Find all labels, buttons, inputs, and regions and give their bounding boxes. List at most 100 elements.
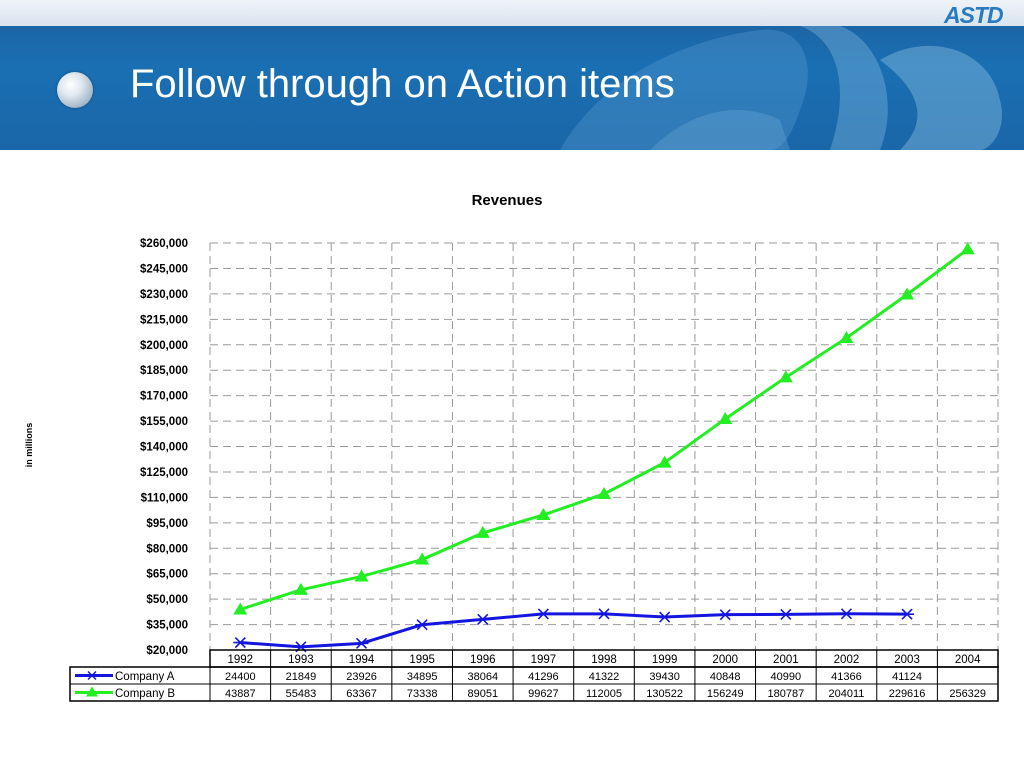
y-tick-label: $155,000 [140, 416, 188, 428]
data-table-cell: 41322 [589, 671, 620, 683]
data-table-cell: 21849 [286, 671, 317, 683]
data-point [475, 613, 490, 625]
data-point [778, 608, 793, 620]
legend-label: Company A [115, 671, 175, 683]
data-table-cell: 256329 [949, 688, 986, 700]
slide-header: Follow through on Action items ASTD [0, 0, 1024, 150]
data-table-cell: 41366 [831, 671, 862, 683]
x-tick-label: 1997 [531, 654, 557, 666]
y-tick-label: $185,000 [140, 365, 188, 377]
data-point-stroke [780, 608, 792, 620]
y-tick-label: $260,000 [140, 238, 188, 250]
y-tick-label: $140,000 [140, 442, 188, 454]
y-tick-label: $80,000 [146, 543, 188, 555]
data-point-stroke [355, 637, 368, 649]
legend-marker [86, 686, 98, 697]
series-line [240, 612, 908, 649]
data-point [778, 370, 793, 383]
y-tick-label: $20,000 [146, 645, 188, 657]
data-point [597, 486, 611, 499]
data-point [839, 608, 854, 620]
data-table-cell: 39430 [649, 671, 680, 683]
series-line [239, 248, 969, 611]
title-bullet-icon [57, 72, 93, 108]
data-point [536, 507, 551, 520]
data-point-stroke [840, 608, 853, 620]
data-point [718, 609, 733, 621]
x-tick-label: 1993 [288, 654, 314, 666]
x-tick-label: 2001 [773, 654, 799, 666]
astd-logo: ASTD [944, 2, 1004, 29]
data-table-cell: 34895 [407, 671, 438, 683]
data-point-stroke [598, 608, 610, 620]
data-point-stroke [537, 608, 549, 620]
data-table-cell: 99627 [528, 688, 559, 700]
data-table-cell: 156249 [707, 688, 744, 700]
data-table-cell: 112005 [586, 688, 622, 700]
data-point [475, 525, 490, 538]
x-tick-label: 1999 [652, 654, 678, 666]
y-tick-label: $230,000 [140, 289, 188, 301]
data-table-cell: 40848 [710, 671, 741, 683]
data-point-stroke [659, 611, 671, 623]
slide-title: Follow through on Action items [130, 62, 675, 106]
data-point [354, 637, 369, 649]
data-point [293, 582, 308, 595]
y-tick-label: $110,000 [141, 492, 188, 504]
y-tick-label: $50,000 [146, 594, 188, 606]
data-point [415, 552, 430, 565]
data-table-cell: 180787 [767, 688, 804, 700]
y-tick-label: $245,000 [140, 263, 188, 275]
data-point [597, 608, 611, 620]
data-table-cell: 73338 [407, 688, 438, 700]
data-table-cell: 38064 [467, 671, 498, 683]
data-point [657, 455, 672, 468]
revenue-chart: Revenues in millions $260,000 $245,000 $23… [24, 192, 999, 702]
data-point [718, 411, 733, 424]
data-table-cell: 24400 [225, 671, 256, 683]
data-table-cell: 43887 [225, 688, 256, 700]
data-point [415, 619, 430, 631]
data-table-cell: 40990 [771, 671, 802, 683]
legend-marker [86, 670, 98, 681]
legend-label: Company B [115, 688, 175, 700]
x-tick-label: 1998 [591, 654, 617, 666]
data-table-cell: 229616 [889, 688, 926, 700]
data-table-cell: 41296 [528, 671, 559, 683]
header-top-strip [0, 0, 1024, 26]
data-table-cell: 130522 [646, 688, 683, 700]
data-table-cell: 89051 [467, 688, 498, 700]
logo-text: ASTD [944, 2, 1004, 28]
data-table-cell: 63367 [346, 688, 377, 700]
x-tick-label: 1992 [228, 654, 254, 666]
y-tick-label: $125,000 [140, 467, 188, 479]
data-point [233, 602, 248, 615]
data-point [536, 608, 551, 620]
y-tick-label: $215,000 [140, 314, 188, 326]
x-tick-label: 2000 [712, 654, 738, 666]
header-hands-graphic [560, 26, 1002, 150]
x-tick-label: 2003 [894, 654, 920, 666]
data-point [657, 611, 672, 623]
y-tick-label: $170,000 [140, 391, 188, 403]
data-table-cell: 204011 [829, 688, 865, 700]
data-point-stroke [477, 613, 489, 625]
data-point [839, 330, 854, 343]
data-table-cell: 55483 [286, 688, 317, 700]
x-tick-label: 1995 [409, 654, 435, 666]
y-tick-label: $95,000 [146, 518, 188, 530]
data-point-stroke [719, 609, 731, 621]
data-point-stroke [416, 619, 428, 631]
chart-title: Revenues [472, 192, 543, 209]
y-axis-label: in millions [24, 423, 34, 468]
data-point [900, 287, 915, 300]
data-point-stroke [901, 608, 913, 620]
y-tick-label: $65,000 [146, 569, 188, 581]
data-point [233, 636, 248, 649]
data-point [354, 569, 369, 582]
x-tick-label: 2004 [955, 654, 981, 666]
x-tick-label: 1996 [470, 654, 496, 666]
x-tick-label: 2002 [834, 654, 860, 666]
legend-marker-stroke [87, 670, 97, 681]
data-table-cell: 41124 [892, 671, 922, 683]
